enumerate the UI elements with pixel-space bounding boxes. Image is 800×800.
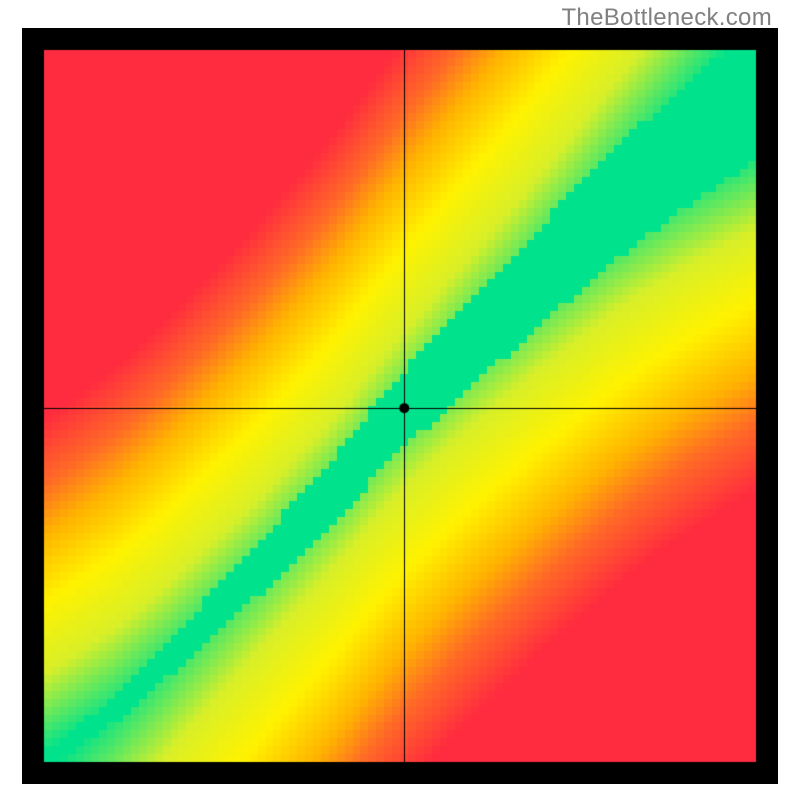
plot-outer-frame <box>22 28 778 784</box>
bottleneck-heatmap <box>22 28 778 784</box>
